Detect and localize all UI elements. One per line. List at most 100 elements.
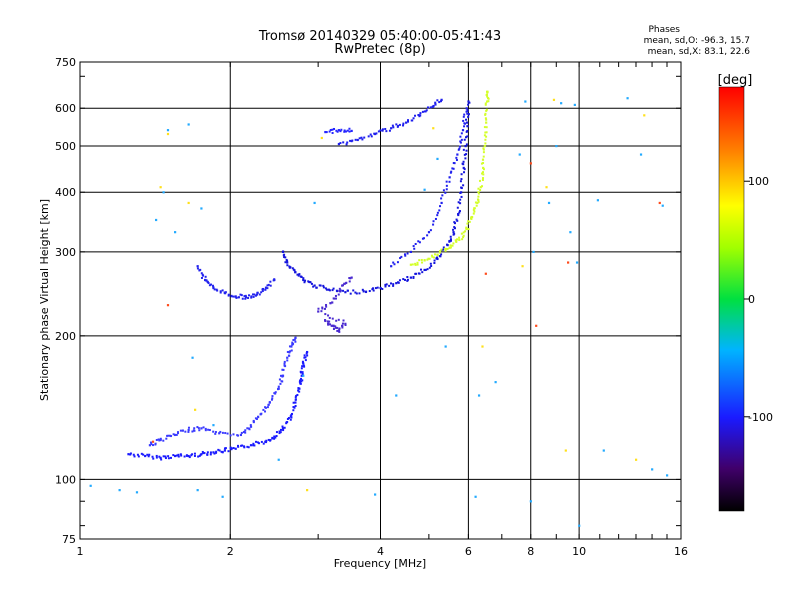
- data-point: [324, 307, 327, 310]
- data-point: [303, 354, 306, 357]
- data-point: [391, 124, 394, 127]
- data-point: [385, 130, 388, 133]
- data-point: [422, 237, 425, 240]
- data-point: [445, 184, 448, 187]
- data-point: [210, 283, 213, 286]
- data-point: [327, 314, 330, 317]
- data-point: [485, 108, 488, 111]
- data-point: [442, 189, 445, 192]
- data-point: [304, 359, 307, 362]
- data-point: [162, 191, 165, 194]
- data-point: [328, 320, 331, 323]
- data-point: [190, 454, 193, 457]
- data-point: [482, 147, 485, 150]
- data-point: [301, 360, 304, 363]
- data-point: [411, 119, 414, 122]
- data-point: [212, 424, 215, 427]
- data-point: [466, 222, 469, 225]
- data-point: [243, 295, 246, 298]
- data-point: [155, 454, 158, 457]
- data-point: [390, 127, 393, 130]
- data-point: [294, 340, 297, 343]
- data-point: [246, 445, 249, 448]
- data-point: [277, 458, 280, 461]
- data-point: [460, 178, 463, 181]
- data-point: [289, 350, 292, 353]
- data-point: [459, 135, 462, 138]
- data-point: [494, 381, 497, 384]
- data-point: [172, 454, 175, 457]
- data-point: [299, 379, 302, 382]
- data-point: [483, 134, 486, 137]
- data-point: [397, 124, 400, 127]
- data-point: [433, 261, 436, 264]
- data-point: [220, 450, 223, 453]
- data-point: [332, 297, 335, 300]
- data-point: [302, 374, 305, 377]
- data-point: [403, 253, 406, 256]
- data-point: [287, 417, 290, 420]
- data-point: [414, 114, 417, 117]
- data-point: [464, 122, 467, 125]
- data-point: [467, 228, 470, 231]
- data-point: [456, 153, 459, 156]
- data-point: [282, 429, 285, 432]
- data-point: [253, 444, 256, 447]
- data-point: [468, 220, 471, 223]
- data-point: [424, 110, 427, 113]
- data-point: [289, 415, 292, 418]
- data-point: [266, 406, 269, 409]
- data-point: [279, 431, 282, 434]
- data-point: [465, 136, 468, 139]
- x-axis: 1 2 4 6 8 10 16: [77, 62, 688, 558]
- data-point: [436, 214, 439, 217]
- data-point: [286, 350, 289, 353]
- data-point: [569, 231, 572, 234]
- data-point: [465, 118, 468, 121]
- data-point: [230, 294, 233, 297]
- data-point: [317, 310, 320, 313]
- data-point: [292, 409, 295, 412]
- data-point: [291, 412, 294, 415]
- data-point: [283, 360, 286, 363]
- data-point: [460, 187, 463, 190]
- data-point: [463, 168, 466, 171]
- data-point: [209, 453, 212, 456]
- data-point: [212, 286, 215, 289]
- data-point: [412, 276, 415, 279]
- data-point: [545, 186, 548, 189]
- data-point: [241, 444, 244, 447]
- data-point: [449, 244, 452, 247]
- data-point: [666, 474, 669, 477]
- data-point: [395, 282, 398, 285]
- data-point: [290, 416, 293, 419]
- data-point: [421, 271, 424, 274]
- data-point: [344, 323, 347, 326]
- data-point: [206, 451, 209, 454]
- data-point: [292, 401, 295, 404]
- data-point: [438, 255, 441, 258]
- data-point: [244, 296, 248, 299]
- data-point: [188, 456, 191, 459]
- data-point: [451, 167, 454, 170]
- data-point: [204, 427, 207, 430]
- data-point: [436, 256, 439, 259]
- data-point: [312, 285, 315, 288]
- data-point: [351, 139, 354, 142]
- data-point: [344, 291, 347, 294]
- data-point: [294, 401, 297, 404]
- data-point: [343, 282, 346, 285]
- data-point: [415, 272, 418, 275]
- data-point: [452, 167, 455, 170]
- data-point: [346, 289, 349, 292]
- data-point: [200, 207, 203, 210]
- data-point: [346, 129, 349, 132]
- data-point: [424, 268, 427, 271]
- data-point: [487, 100, 490, 103]
- data-point: [252, 419, 255, 422]
- data-point: [414, 262, 417, 265]
- data-point: [212, 430, 215, 433]
- data-point: [297, 387, 300, 390]
- data-point: [269, 439, 272, 442]
- data-point: [440, 253, 443, 256]
